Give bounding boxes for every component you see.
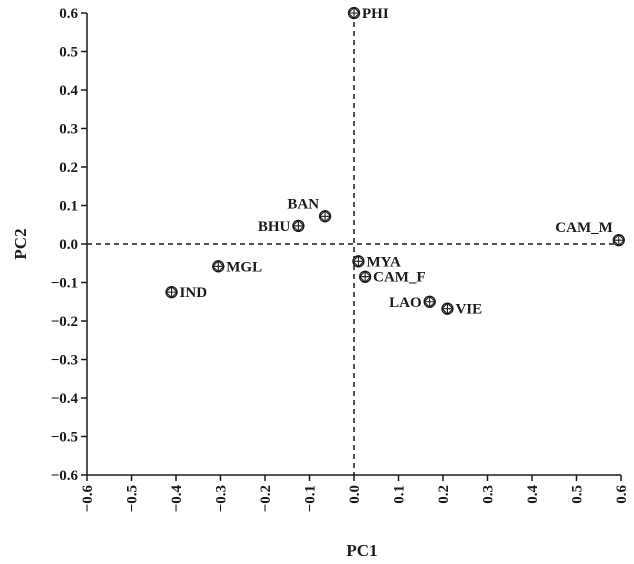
zero-reference-lines: [87, 13, 621, 475]
point-marker-diamond: [165, 285, 178, 299]
y-axis-label: PC2: [11, 228, 30, 259]
y-tick-label: −0.5: [51, 430, 78, 446]
x-tick-label: −0.5: [125, 485, 141, 512]
data-point: CAM_F: [358, 270, 426, 286]
x-tick-label: −0.6: [80, 485, 96, 513]
y-tick-label: −0.2: [51, 314, 78, 330]
data-points: PHI BAN BHU CAM_M MYA MGL CAM_F IND LAO VIE: [165, 6, 626, 318]
point-label: IND: [180, 285, 208, 301]
x-tick-label: 0.3: [481, 485, 497, 504]
data-point: IND: [165, 285, 208, 301]
x-tick-label: 0.2: [436, 485, 452, 504]
point-marker-diamond: [612, 233, 626, 247]
x-tick-label: 0.0: [347, 485, 363, 504]
point-label: PHI: [362, 6, 389, 22]
y-tick-label: 0.2: [59, 160, 78, 176]
data-point: LAO: [389, 295, 436, 311]
point-marker-diamond: [441, 302, 454, 315]
y-tick-label: 0.1: [59, 199, 78, 215]
point-label: BHU: [258, 219, 291, 235]
data-point: CAM_M: [555, 220, 626, 247]
y-tick-label: −0.1: [51, 276, 78, 292]
data-point: MYA: [352, 254, 401, 270]
x-tick-label: −0.1: [303, 485, 319, 512]
point-label: MGL: [226, 259, 262, 275]
x-tick-label: 0.4: [525, 485, 541, 504]
point-marker-diamond: [211, 260, 225, 273]
y-tick-label: 0.3: [59, 122, 78, 138]
point-marker-diamond: [423, 295, 436, 309]
point-marker-diamond: [292, 219, 305, 233]
data-point: BHU: [258, 219, 305, 235]
point-label: CAM_F: [373, 270, 426, 286]
point-marker-diamond: [352, 255, 365, 268]
data-point: BAN: [287, 196, 332, 223]
data-point: MGL: [211, 259, 262, 275]
point-marker-diamond: [318, 210, 332, 223]
data-point: PHI: [347, 6, 389, 22]
y-tick-label: −0.6: [51, 468, 79, 484]
point-label: CAM_M: [555, 220, 612, 236]
x-axis-label: PC1: [346, 541, 377, 560]
y-tick-label: −0.3: [51, 353, 78, 369]
point-label: MYA: [366, 254, 401, 270]
x-tick-label: 0.6: [614, 485, 630, 504]
point-label: BAN: [287, 196, 319, 212]
point-label: LAO: [389, 295, 422, 311]
x-tick-label: 0.1: [392, 485, 408, 504]
point-label: VIE: [455, 302, 482, 318]
y-tick-label: 0.5: [59, 45, 78, 61]
x-tick-label: −0.4: [169, 485, 185, 513]
y-tick-label: 0.4: [59, 83, 78, 99]
x-tick-label: −0.2: [258, 485, 274, 512]
x-tick-label: −0.3: [214, 485, 230, 512]
y-tick-label: 0.6: [59, 6, 78, 22]
data-point: VIE: [441, 302, 482, 318]
y-tick-label: 0.0: [59, 237, 78, 253]
point-marker-diamond: [347, 6, 361, 20]
x-tick-label: 0.5: [570, 485, 586, 504]
axes: −0.6 −0.5 −0.4 −0.3 −0.2 −0.1 0.0 0.1 0.2 0.3 0.4 0…: [51, 6, 630, 512]
y-tick-label: −0.4: [51, 391, 79, 407]
point-marker-diamond: [358, 270, 372, 284]
